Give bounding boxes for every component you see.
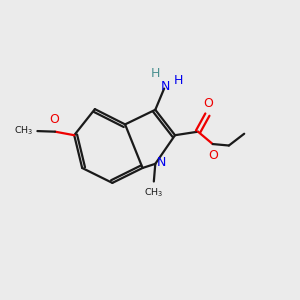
Text: N: N xyxy=(161,80,170,93)
Text: H: H xyxy=(174,74,183,87)
Text: H: H xyxy=(151,67,160,80)
Text: CH$_3$: CH$_3$ xyxy=(144,187,164,199)
Text: N: N xyxy=(157,156,167,169)
Text: O: O xyxy=(208,149,218,162)
Text: CH$_3$: CH$_3$ xyxy=(14,125,34,137)
Text: O: O xyxy=(203,97,213,110)
Text: O: O xyxy=(50,113,59,126)
